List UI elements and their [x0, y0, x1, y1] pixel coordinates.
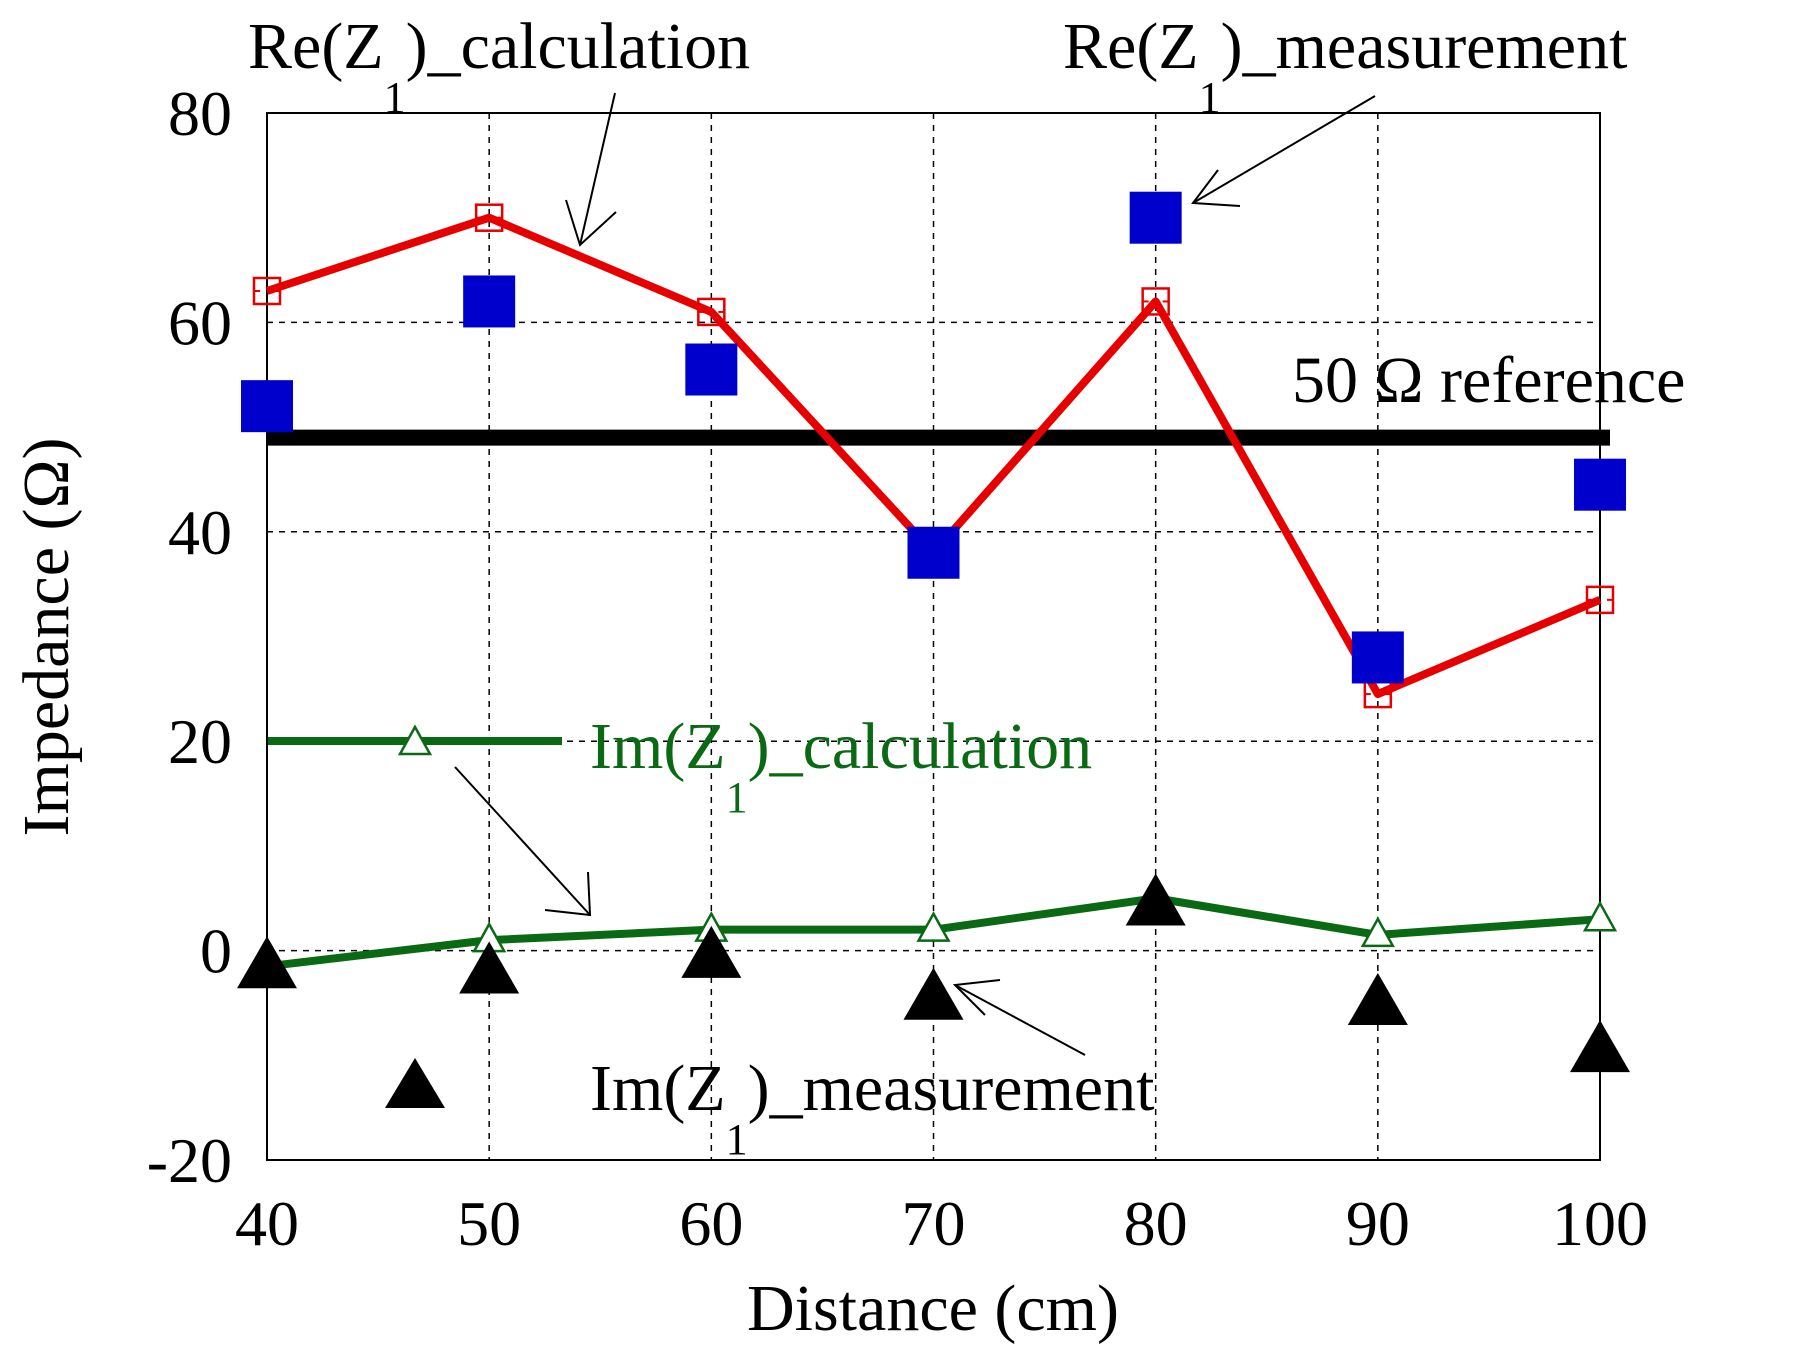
x-axis-title: Distance (cm) [747, 1272, 1119, 1345]
legend-im-calc-triangle [397, 724, 433, 756]
reference-label: 50 Ω reference [1292, 344, 1685, 417]
x-tick-label: 50 [457, 1188, 521, 1259]
y-axis-title: Impedance (Ω) [10, 438, 83, 837]
data-point [1582, 900, 1618, 932]
data-point [237, 936, 297, 989]
re-calc-arrowhead [565, 199, 617, 247]
im-meas-arrowhead [952, 979, 1001, 1016]
series-3 [237, 873, 1630, 1073]
data-point [1570, 1020, 1630, 1073]
data-point [1360, 916, 1395, 948]
y-tick-label: 60 [168, 287, 232, 358]
plot-frame [266, 112, 1601, 1161]
y-tick-label: 20 [168, 706, 232, 777]
data-point [1129, 191, 1182, 244]
data-point [685, 343, 738, 396]
legend-im-meas-triangle [385, 1058, 445, 1108]
im-meas-label: Im(Z1)_measurement [590, 1052, 1154, 1164]
re-meas-label: Re(Z1)_measurement [1063, 10, 1627, 122]
y-tick-label: 80 [168, 78, 232, 149]
legend-samples [268, 724, 562, 1108]
data-point [463, 275, 516, 328]
re-calc-arrow [579, 92, 616, 246]
x-tick-label: 60 [679, 1188, 743, 1259]
im-meas-arrow [954, 984, 1086, 1056]
y-tick-label: 40 [168, 497, 232, 568]
y-tick-label: -20 [147, 1125, 232, 1196]
re-meas-arrowhead [1191, 169, 1241, 207]
x-tick-label: 70 [902, 1188, 966, 1259]
data-point [907, 526, 960, 579]
series-layer [237, 191, 1630, 1073]
re-calc-label: Re(Z1)_calculation [248, 10, 750, 122]
data-point [1347, 972, 1408, 1025]
data-point [1574, 458, 1626, 511]
data-point [916, 911, 951, 942]
y-tick-labels: -20 0 20 40 60 80 [147, 78, 232, 1196]
data-point [903, 967, 964, 1020]
x-tick-label: 100 [1552, 1188, 1648, 1259]
annotation-arrows [454, 92, 1376, 1056]
data-point [1125, 873, 1186, 926]
x-tick-label: 40 [235, 1188, 299, 1259]
im-calc-arrowhead [544, 871, 592, 917]
x-tick-labels: 40 50 60 70 80 90 100 [235, 1188, 1648, 1259]
data-point [681, 925, 742, 978]
re-meas-arrow [1192, 95, 1376, 204]
data-point [1351, 631, 1404, 684]
data-point [241, 380, 293, 433]
series-1 [241, 191, 1626, 684]
im-calc-label: Im(Z1)_calculation [590, 710, 1092, 822]
x-tick-label: 90 [1346, 1188, 1410, 1259]
x-tick-label: 80 [1124, 1188, 1188, 1259]
y-tick-label: 0 [200, 916, 232, 987]
data-point [459, 941, 520, 994]
im-calc-arrow [454, 766, 591, 916]
